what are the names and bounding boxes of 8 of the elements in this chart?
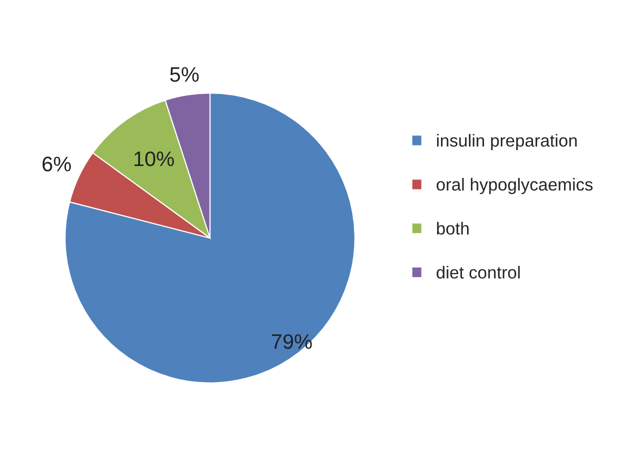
data-label: 6%: [42, 156, 71, 172]
data-label: 79%: [272, 334, 312, 349]
data-label: 10%: [134, 151, 174, 166]
data-label: 5%: [170, 67, 199, 82]
legend-label: oral hypoglycaemics: [436, 178, 593, 194]
legend-label: insulin preparation: [437, 134, 577, 150]
legend-label: both: [437, 222, 469, 235]
legend-label: diet control: [436, 266, 520, 279]
